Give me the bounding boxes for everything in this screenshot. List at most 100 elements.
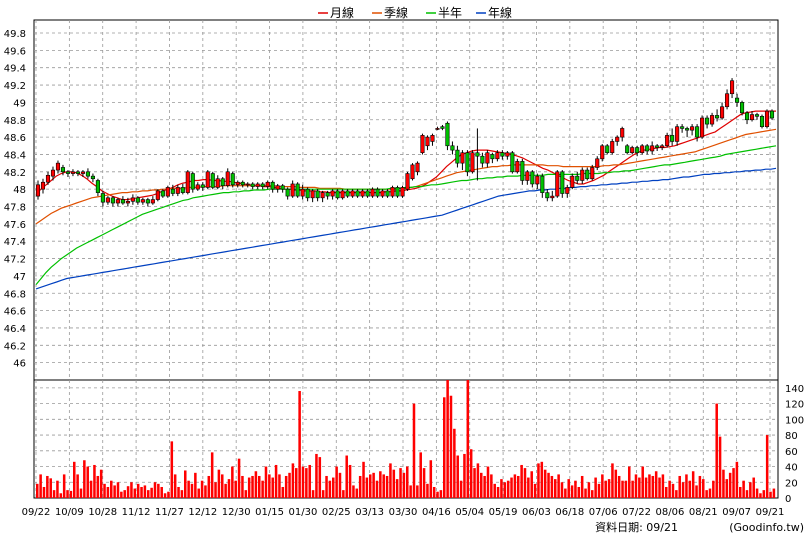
- volume-bar: [402, 472, 406, 498]
- candle: [625, 144, 630, 155]
- candle: [125, 197, 130, 207]
- volume-bar: [251, 475, 254, 498]
- candle: [265, 180, 270, 190]
- volume-bar: [308, 464, 311, 498]
- candle: [220, 177, 225, 190]
- volume-bar: [628, 466, 631, 498]
- volume-bar: [466, 380, 470, 498]
- candle: [480, 152, 485, 168]
- volume-bar: [671, 483, 675, 498]
- volume-bar: [136, 483, 140, 498]
- candle: [710, 112, 715, 127]
- candle: [600, 144, 605, 162]
- price-tick-label: 46.4: [4, 324, 26, 335]
- volume-bar: [469, 449, 473, 498]
- candle: [350, 189, 355, 198]
- price-tick-label: 47.6: [4, 220, 26, 231]
- volume-bar: [311, 490, 315, 498]
- candle: [410, 163, 415, 181]
- date-tick-label: 06/03: [522, 507, 551, 518]
- volume-bar: [66, 490, 69, 498]
- volume-bar: [288, 472, 291, 498]
- volume-bar: [342, 490, 345, 498]
- candle: [435, 126, 440, 131]
- volume-bar: [621, 480, 624, 498]
- volume-bar: [214, 482, 217, 498]
- candle: [420, 133, 425, 155]
- volume-tick-label: 20: [785, 478, 798, 489]
- candle: [285, 187, 290, 200]
- volume-bar: [560, 482, 564, 498]
- volume-bar: [527, 477, 530, 498]
- price-tick-label: 47.4: [4, 237, 26, 248]
- volume-bar: [194, 472, 197, 498]
- candle: [490, 152, 495, 164]
- volume-bar: [702, 479, 705, 498]
- volume-bar: [328, 480, 332, 498]
- volume-bar: [406, 466, 409, 498]
- volume-bar: [237, 458, 241, 498]
- volume-bar: [157, 483, 160, 498]
- date-tick-label: 10/28: [88, 507, 117, 518]
- volume-bar: [258, 475, 261, 498]
- candle: [470, 150, 475, 174]
- candle: [295, 182, 300, 198]
- candle: [235, 180, 240, 188]
- candle: [35, 180, 41, 200]
- candle: [135, 196, 140, 205]
- candle: [165, 185, 170, 198]
- date-axis: 09/22 10/09 10/28 11/12 11/27 12/12 12/30 01/15…: [22, 507, 785, 518]
- volume-bar: [446, 380, 449, 498]
- volume-tick-label: 60: [785, 447, 798, 458]
- candle: [465, 150, 470, 177]
- price-tick-label: 46.8: [4, 289, 26, 300]
- candle: [630, 145, 635, 155]
- price-tick-label: 49.6: [4, 46, 26, 57]
- candle: [560, 170, 565, 198]
- volume-bar: [200, 480, 204, 498]
- volume-bar: [685, 474, 688, 498]
- volume-bar: [681, 482, 685, 498]
- volume-bar: [190, 483, 194, 498]
- volume-bar: [601, 474, 604, 498]
- candle: [270, 180, 275, 193]
- candle: [180, 183, 185, 195]
- price-tick-label: 49: [13, 98, 26, 109]
- volume-bar: [254, 471, 258, 498]
- volume-axis: 140 120 100 80 60 40 20 0: [785, 384, 804, 505]
- date-tick-label: 04/16: [422, 507, 451, 518]
- volume-bar: [564, 488, 567, 498]
- volume-bar: [268, 474, 271, 498]
- volume-bar: [426, 483, 429, 498]
- candle: [55, 160, 61, 174]
- date-tick-label: 11/27: [155, 507, 184, 518]
- volume-bar: [120, 491, 123, 498]
- volume-bar: [436, 491, 439, 498]
- date-tick-label: 08/06: [655, 507, 684, 518]
- date-tick-label: 07/06: [589, 507, 618, 518]
- candle: [460, 150, 465, 171]
- volume-bar: [261, 480, 264, 498]
- candle: [230, 171, 235, 188]
- volume-bar: [160, 486, 163, 498]
- volume-bar: [36, 483, 39, 498]
- chart-legend: 月線 季線 半年 年線: [318, 5, 512, 20]
- volume-bar: [167, 491, 170, 498]
- candle: [90, 173, 95, 183]
- volume-bar: [69, 490, 73, 498]
- volume-bar: [335, 466, 338, 498]
- volume-bar: [103, 483, 106, 498]
- volume-bar: [443, 397, 446, 498]
- volume-tick-label: 100: [785, 415, 804, 426]
- volume-bar: [554, 479, 557, 498]
- volume-bar: [241, 475, 244, 498]
- date-tick-label: 09/22: [22, 507, 51, 518]
- price-tick-label: 46.2: [4, 341, 26, 352]
- candle: [749, 111, 755, 122]
- volume-bar: [624, 480, 628, 498]
- volume-tick-label: 140: [785, 384, 804, 395]
- candle: [400, 185, 405, 198]
- volume-bar: [177, 486, 180, 498]
- volume-bar: [298, 391, 301, 498]
- volume-bar: [607, 479, 611, 498]
